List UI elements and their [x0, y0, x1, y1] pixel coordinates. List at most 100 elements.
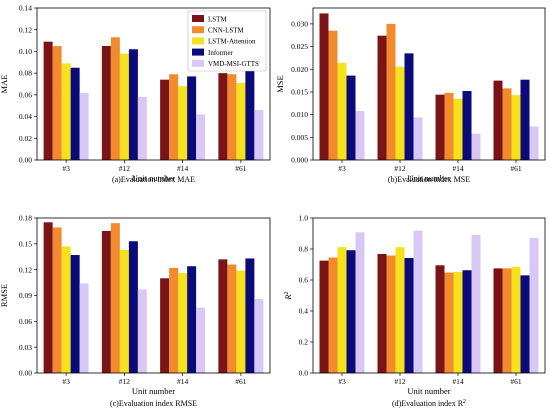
bar-informer-unit12	[128, 49, 138, 161]
y-tick-label: 0.18	[19, 214, 32, 223]
x-tick-label: #3	[62, 164, 70, 173]
y-tick-label: 0.005	[291, 133, 308, 142]
bar-informer-unit12	[404, 257, 414, 373]
x-tick-label: #14	[177, 377, 189, 386]
y-tick-label: 0.000	[291, 156, 308, 165]
bar-cnn-lstm-unit61	[227, 264, 237, 373]
bar-lstm-unit61	[493, 268, 503, 374]
y-tick-label: 0.12	[19, 265, 32, 274]
y-tick-label: 0.025	[291, 42, 308, 51]
bar-informer-unit14	[462, 270, 472, 373]
plot-frame	[36, 7, 271, 161]
bar-vmd-msi-gtts-unit12	[137, 289, 147, 373]
legend-swatch	[192, 48, 204, 56]
chart-panel-1: #3 #12 #14 #61 0.00 0.02 0.04 0.06 0.08 0.10 0.12 0…	[0, 4, 271, 184]
x-tick-label: #61	[235, 377, 247, 386]
bar-lstm-unit3	[319, 260, 329, 374]
chart-panel-4: #3 #12 #14 #61 0.0 0.2 0.4 0.6 0.8 1.0 Unit number…	[283, 214, 546, 408]
y-tick-label: 0.010	[291, 110, 308, 119]
bar-lstm-attention-unit12	[395, 247, 405, 373]
legend-swatch	[192, 37, 204, 45]
y-tick-label: 0.4	[299, 307, 309, 316]
bar-lstm-unit3	[43, 41, 53, 160]
bar-vmd-msi-gtts-unit12	[413, 230, 423, 373]
bar-cnn-lstm-unit3	[52, 227, 62, 373]
bar-cnn-lstm-unit61	[227, 74, 237, 160]
bar-lstm-attention-unit3	[337, 62, 347, 160]
bar-informer-unit3	[346, 75, 356, 160]
bar-informer-unit61	[245, 68, 255, 160]
bar-lstm-attention-unit61	[236, 270, 246, 373]
bar-informer-unit61	[520, 79, 530, 160]
y-tick-label: 0.00	[19, 369, 32, 378]
bar-informer-unit14	[187, 266, 197, 373]
x-tick-label: #61	[235, 164, 247, 173]
x-tick-label: #12	[119, 164, 131, 173]
bar-cnn-lstm-unit12	[110, 223, 120, 373]
x-tick-label: #3	[338, 164, 346, 173]
bar-informer-unit3	[70, 255, 80, 373]
y-tick-label: 0.6	[299, 276, 309, 285]
y-tick-label: 0.04	[19, 112, 32, 121]
bar-lstm-attention-unit3	[61, 246, 71, 373]
y-tick-label: 0.0	[299, 369, 309, 378]
bar-cnn-lstm-unit14	[444, 272, 454, 373]
bar-vmd-msi-gtts-unit3	[79, 92, 89, 160]
x-tick-label: #61	[510, 377, 522, 386]
x-axis-label: Unit number	[132, 386, 175, 396]
chart-panel-2: #3 #12 #14 #61 0.000 0.005 0.010 0.015 0.020 0.02…	[275, 7, 546, 184]
bar-lstm-attention-unit12	[395, 66, 405, 160]
bar-cnn-lstm-unit3	[328, 257, 338, 373]
bar-vmd-msi-gtts-unit61	[254, 298, 264, 373]
legend-swatch	[192, 59, 204, 67]
bar-lstm-attention-unit12	[119, 249, 129, 373]
bar-lstm-unit14	[435, 94, 445, 160]
panel-caption: (d)Evaluation index R2	[392, 399, 466, 408]
panel-caption-text: (a)Evaluation index MAE	[112, 175, 195, 184]
panel-caption-sup: 2	[463, 399, 466, 405]
panel-caption: (b)Evaluation index MSE	[388, 175, 470, 184]
bar-informer-unit61	[245, 258, 255, 373]
bar-lstm-unit61	[218, 259, 228, 373]
bar-vmd-msi-gtts-unit3	[355, 232, 365, 373]
bar-lstm-attention-unit14	[178, 273, 188, 373]
legend-swatch	[192, 26, 204, 34]
y-axis-label-sup: 2	[284, 291, 290, 294]
legend: LSTM CNN-LSTM LSTM-Attention Informer VMD-MS…	[187, 10, 267, 72]
x-tick-label: #12	[119, 377, 131, 386]
bar-vmd-msi-gtts-unit14	[471, 133, 481, 160]
bar-lstm-unit14	[435, 265, 445, 373]
x-tick-label: #14	[452, 377, 464, 386]
y-tick-label: 1.0	[299, 214, 309, 223]
panel-caption-text: (c)Evaluation index RMSE	[110, 399, 197, 408]
bar-lstm-attention-unit14	[453, 98, 463, 160]
x-axis-label: Unit number	[407, 173, 450, 183]
y-tick-label: 0.10	[19, 47, 32, 56]
bar-lstm-unit3	[43, 222, 53, 373]
y-tick-label: 0.15	[19, 239, 32, 248]
bar-cnn-lstm-unit12	[110, 37, 120, 161]
bar-lstm-attention-unit3	[61, 63, 71, 161]
x-tick-label: #14	[452, 164, 464, 173]
bar-lstm-unit12	[101, 46, 111, 160]
chart-panel-3: #3 #12 #14 #61 0.00 0.03 0.06 0.09 0.12 0.15 0.18 U…	[0, 214, 271, 408]
y-axis-label: MSE	[275, 75, 285, 92]
y-tick-label: 0.02	[19, 134, 32, 143]
x-tick-label: #61	[510, 164, 522, 173]
x-tick-label: #3	[62, 377, 70, 386]
bar-cnn-lstm-unit61	[502, 268, 512, 374]
y-tick-label: 0.12	[19, 25, 32, 34]
y-tick-label: 0.8	[299, 245, 309, 254]
panel-caption-text: (d)Evaluation index R	[392, 399, 464, 408]
y-axis-label-text: R	[283, 294, 293, 301]
bar-vmd-msi-gtts-unit14	[196, 114, 206, 160]
legend-entry: LSTM-Attention	[208, 38, 256, 46]
y-axis-label-text: RMSE	[0, 284, 9, 307]
bar-informer-unit3	[346, 250, 356, 373]
bar-lstm-unit12	[377, 35, 387, 160]
bar-lstm-attention-unit61	[511, 266, 521, 373]
bar-lstm-unit3	[319, 13, 329, 160]
bar-vmd-msi-gtts-unit14	[196, 307, 206, 373]
bar-lstm-unit61	[218, 73, 228, 160]
